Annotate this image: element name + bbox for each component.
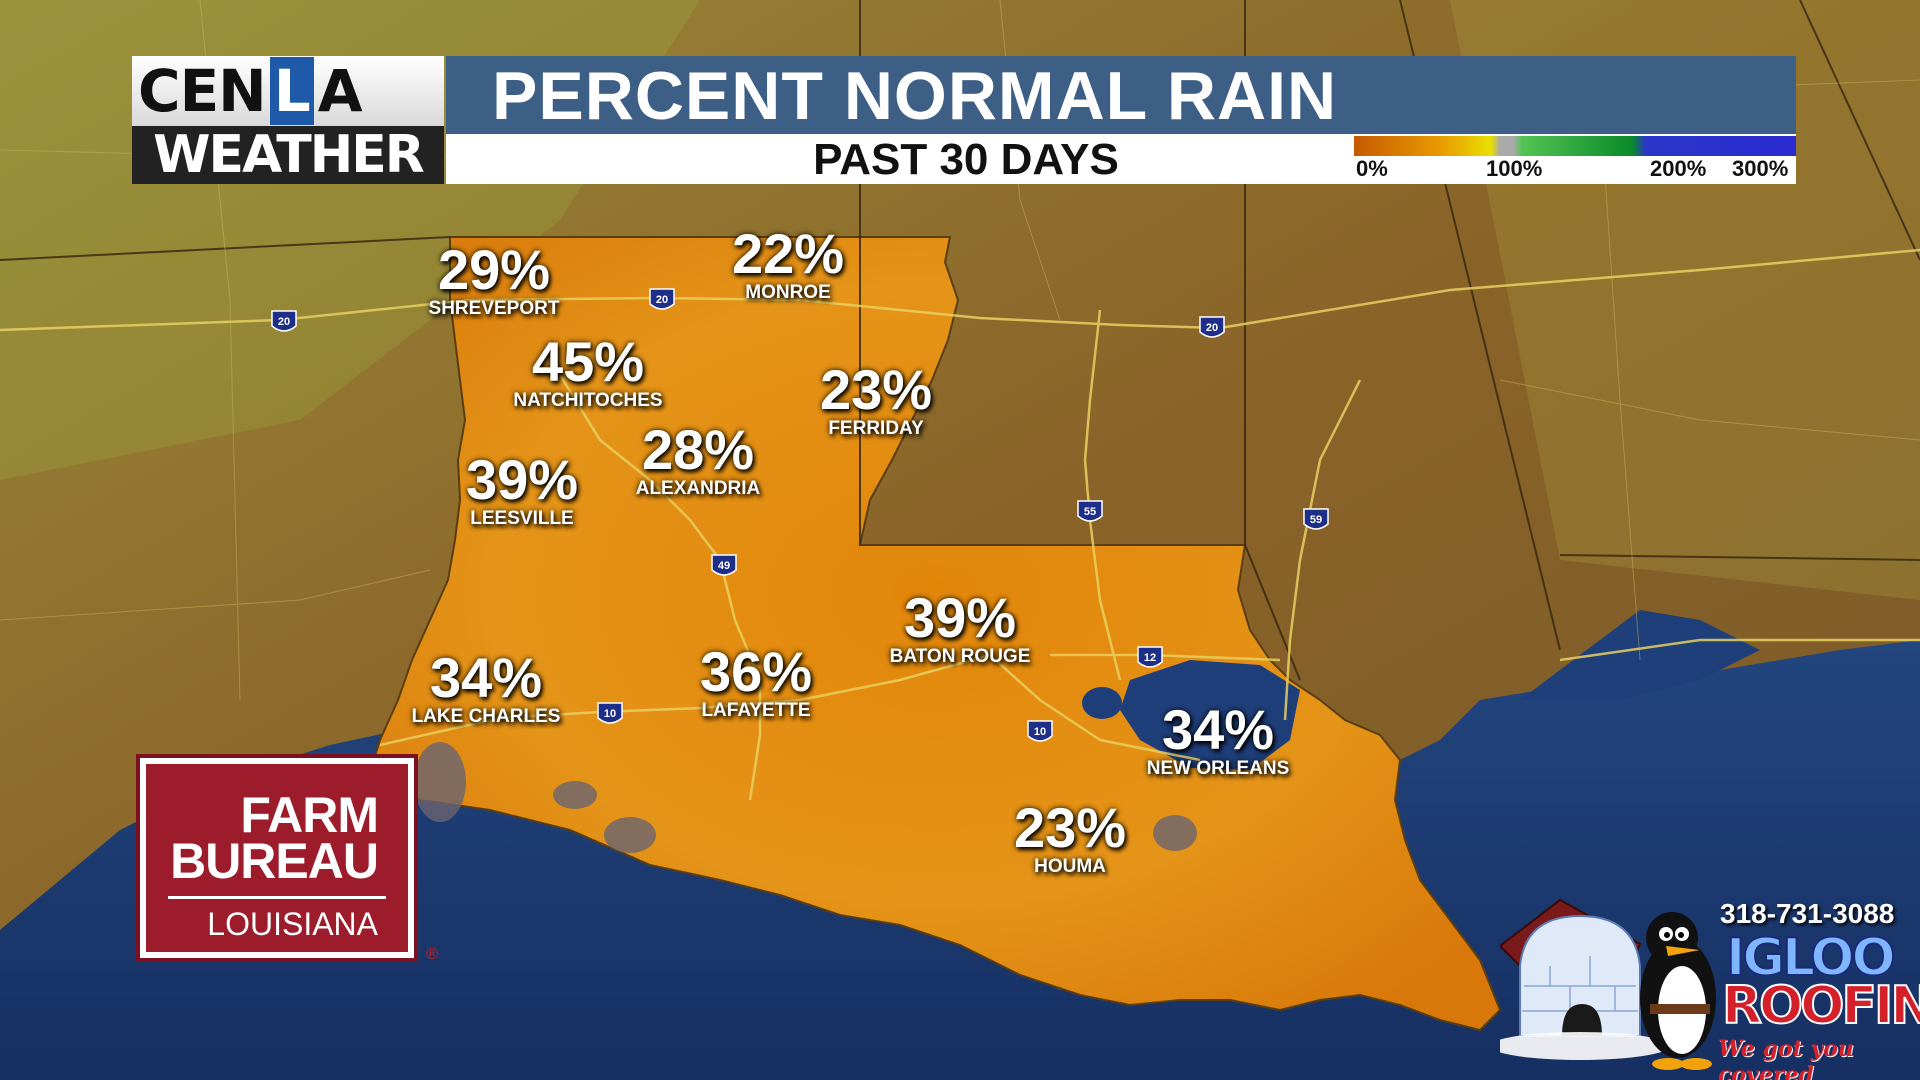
city-label-monroe: 22% MONROE (732, 226, 844, 304)
city-percent: 36% (699, 640, 813, 703)
farm-bureau-line2: BUREAU (170, 833, 379, 889)
city-label-shreveport: 29% SHREVEPORT (429, 242, 560, 320)
city-name: NEW ORLEANS (1146, 758, 1290, 779)
logo-text-l: L (269, 57, 314, 125)
calcasieu-lake (414, 742, 466, 822)
grand-lake (553, 781, 597, 809)
color-scale-bar (1354, 136, 1796, 156)
title-bar: PERCENT NORMAL RAIN (446, 56, 1796, 134)
igloo-roofing-logo: 318-731-3088 IGLOO ROOFING We got you co… (1500, 886, 1920, 1080)
city-label-houma: 23% HOUMA (1014, 800, 1126, 878)
city-label-natchitoches: 45% NATCHITOCHES (513, 334, 662, 412)
farm-bureau-line3: LOUISIANA (207, 906, 378, 942)
city-percent: 29% (437, 238, 551, 301)
scale-label-200: 200% (1650, 156, 1707, 181)
city-percent: 39% (465, 448, 579, 511)
city-label-new-orleans: 34% NEW ORLEANS (1147, 702, 1290, 780)
color-scale-legend: 0% 100% 200% 300% (1354, 134, 1796, 184)
logo-text-weather: WEATHER (132, 126, 444, 184)
city-label-leesville: 39% LEESVILLE (466, 452, 578, 530)
farm-bureau-logo: FARM BUREAU LOUISIANA (136, 754, 418, 962)
scale-label-0: 0% (1356, 156, 1388, 181)
interstate-20-shield-west: 20 (278, 316, 290, 328)
mobile-bay (1520, 610, 1760, 700)
city-name: SHREVEPORT (428, 298, 560, 319)
logo-text-cen: CEN (138, 57, 267, 125)
map-subtitle: PAST 30 DAYS (813, 135, 1119, 184)
city-label-baton-rouge: 39% BATON ROUGE (890, 590, 1031, 668)
logo-top: CEN L A (132, 56, 444, 126)
cenla-weather-logo: CEN L A WEATHER (132, 56, 444, 184)
interstate-12-shield: 12 (1144, 652, 1156, 664)
city-label-lake-charles: 34% LAKE CHARLES (412, 650, 561, 728)
city-label-lafayette: 36% LAFAYETTE (700, 644, 812, 722)
scale-label-300: 300% (1732, 156, 1789, 181)
lake-pontchartrain (1120, 660, 1300, 770)
city-label-ferriday: 23% FERRIDAY (820, 362, 932, 440)
city-name: BATON ROUGE (889, 646, 1031, 667)
city-percent: 23% (1013, 796, 1127, 859)
white-lake (604, 817, 656, 853)
interstate-49-shield: 49 (718, 560, 730, 572)
subtitle-bar: PAST 30 DAYS 0% 100% 200% 300% (446, 134, 1796, 184)
igloo-phone-number: 318-731-3088 (1720, 898, 1895, 929)
interstate-shields: 20 20 20 55 59 49 (271, 288, 1329, 742)
igloo-brand-line2: ROOFING (1721, 976, 1920, 1036)
interstate-20-shield-louisiana: 20 (656, 294, 668, 306)
city-name: NATCHITOCHES (513, 390, 663, 411)
interstate-20-shield-mississippi: 20 (1206, 322, 1218, 334)
interstate-10-shield-east: 10 (1034, 726, 1046, 738)
city-percent: 22% (731, 222, 845, 285)
interstate-highways (0, 248, 1920, 801)
city-name: LEESVILLE (470, 508, 574, 529)
interstate-55-shield: 55 (1084, 506, 1096, 518)
city-percent: 34% (429, 646, 543, 709)
lake-salvador (1153, 815, 1197, 851)
scale-label-100: 100% (1486, 156, 1543, 181)
igloo-brand-line1: IGLOO (1725, 928, 1897, 988)
map-title: PERCENT NORMAL RAIN (492, 58, 1338, 134)
logo-text-a: A (317, 57, 363, 125)
city-percent: 45% (531, 330, 645, 393)
city-name: ALEXANDRIA (635, 478, 761, 499)
igloo-tagline: We got you covered (1718, 1036, 1854, 1080)
interstate-59-shield: 59 (1310, 514, 1322, 526)
city-name: LAFAYETTE (701, 700, 811, 721)
city-name: FERRIDAY (828, 418, 924, 439)
lake-maurepas (1082, 687, 1122, 719)
city-percent: 23% (819, 358, 933, 421)
registered-mark: ® (424, 944, 440, 963)
city-percent: 34% (1161, 698, 1275, 761)
city-name: HOUMA (1034, 856, 1106, 877)
city-percent: 28% (641, 418, 755, 481)
farm-bureau-divider (168, 896, 386, 899)
igloo-mascot-icon (1500, 898, 1716, 1070)
city-label-alexandria: 28% ALEXANDRIA (636, 422, 761, 500)
farm-bureau-line1: FARM (240, 787, 379, 843)
city-percent: 39% (903, 586, 1017, 649)
interstate-10-shield-west: 10 (604, 708, 616, 720)
city-name: MONROE (745, 282, 831, 303)
city-name: LAKE CHARLES (411, 706, 561, 727)
